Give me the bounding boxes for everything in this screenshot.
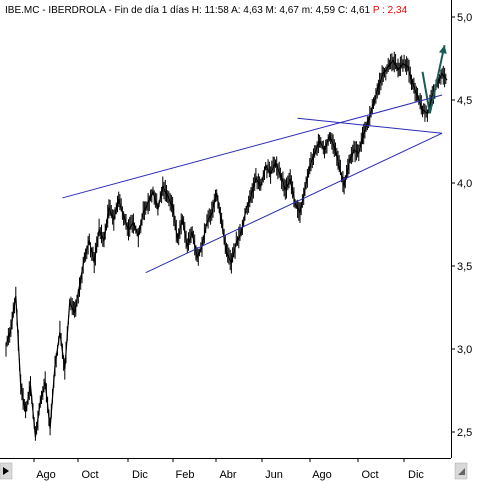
close-value: C: 4,61 — [338, 5, 371, 16]
forecast-arrow-head — [438, 45, 447, 54]
stock-name-label: IBERDROLA — [48, 5, 106, 16]
x-tick-label: Oct — [361, 469, 378, 481]
y-axis: 5,0 4,5 4,0 3,5 3,0 2,5 — [451, 12, 472, 439]
x-tick-label: Oct — [81, 469, 98, 481]
trendline — [62, 94, 443, 199]
trendlines — [62, 94, 443, 274]
period-label: Fin de día 1 días — [114, 5, 189, 16]
y-tick-label: 2,5 — [457, 427, 472, 439]
price-series — [5, 51, 448, 441]
x-tick-label: Feb — [176, 469, 195, 481]
scale-right-icon — [458, 468, 465, 475]
y-tick-label: 4,0 — [457, 178, 472, 190]
x-tick-label: Dic — [408, 469, 424, 481]
y-tick-label: 5,0 — [457, 12, 472, 24]
trendline — [145, 132, 443, 274]
percent-change: P : 2,34 — [373, 5, 408, 16]
chart-header: IBE.MC - IBERDROLA - Fin de día 1 días H… — [5, 5, 408, 16]
y-tick-label: 4,5 — [457, 95, 472, 107]
x-tick-label: Abr — [219, 469, 236, 481]
ticker-label: IBE.MC — [5, 5, 39, 16]
forecast-arrow-line — [421, 45, 446, 114]
a-value: A: 4,63 — [231, 5, 263, 16]
y-tick-label: 3,0 — [457, 344, 472, 356]
x-tick-label: Dic — [132, 469, 148, 481]
h-value: H: 11:58 — [192, 5, 229, 16]
trendline — [297, 117, 443, 134]
price-line — [5, 59, 448, 438]
x-tick-label: Ago — [36, 469, 56, 481]
x-axis: Ago Oct Dic Feb Abr Jun Ago Oct Dic — [33, 458, 424, 481]
scale-right-button[interactable] — [454, 462, 468, 480]
x-tick-label: Jun — [265, 469, 283, 481]
y-tick-label: 3,5 — [457, 261, 472, 273]
scroll-left-icon — [3, 467, 9, 475]
min-value: m: 4,59 — [302, 5, 336, 16]
x-tick-label: Ago — [312, 469, 332, 481]
max-value: M: 4,67 — [266, 5, 300, 16]
chart-header-text: IBE.MC - IBERDROLA - Fin de día 1 días H… — [5, 5, 408, 16]
forecast-arrow — [421, 45, 447, 114]
